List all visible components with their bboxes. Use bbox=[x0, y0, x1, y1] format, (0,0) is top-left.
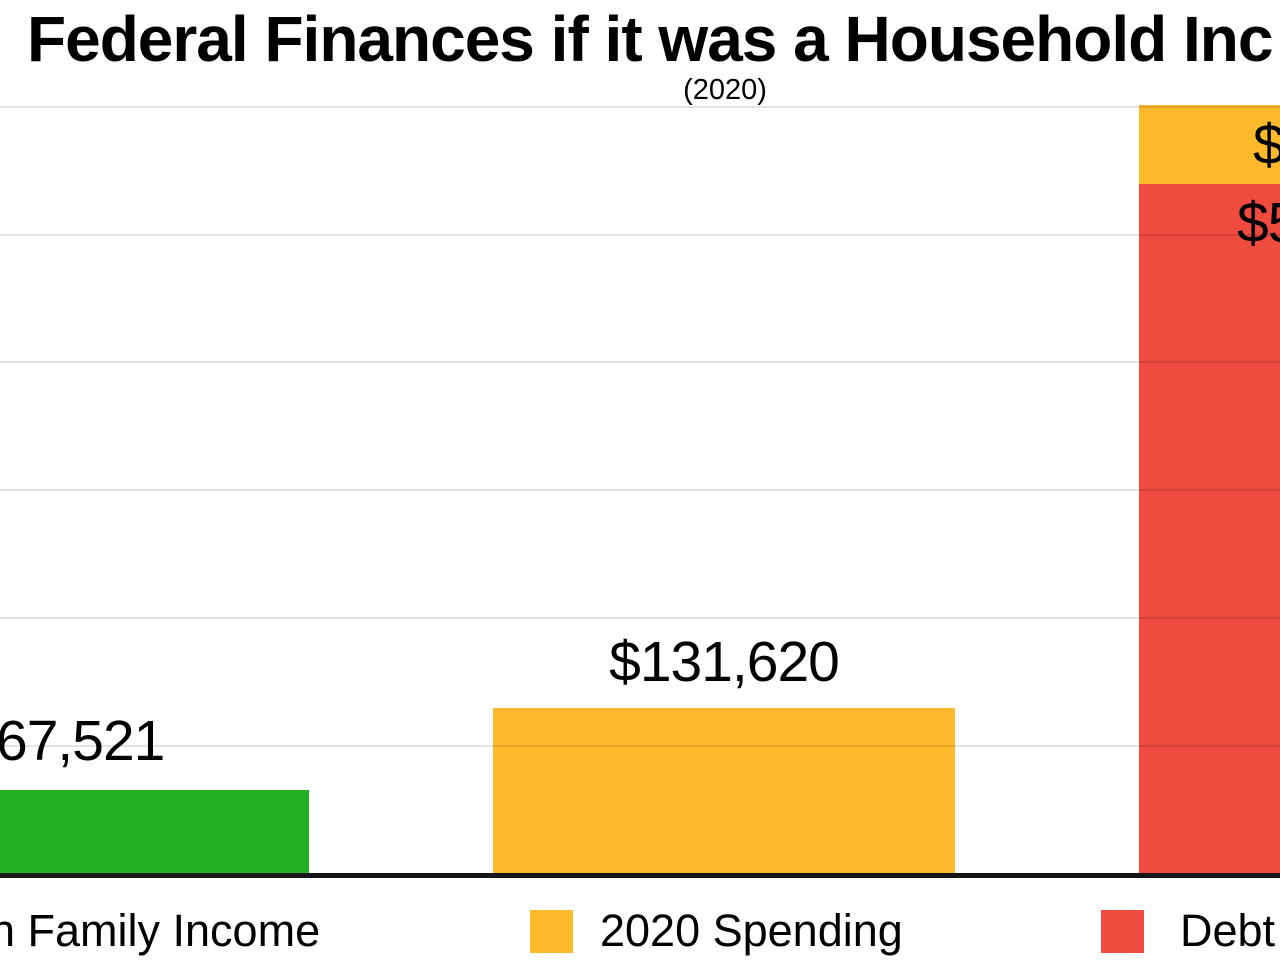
value-label-spending: $131,620 bbox=[609, 630, 840, 694]
bar-debt-top-segment bbox=[1139, 105, 1280, 184]
gridline-100k bbox=[0, 745, 1280, 747]
bar-median-family-income bbox=[0, 790, 309, 873]
value-label-debt: $5 bbox=[1237, 191, 1280, 255]
gridline-600k bbox=[0, 106, 1280, 108]
legend-swatch-debt bbox=[1101, 910, 1144, 953]
legend-label-debt: Debt bbox=[1180, 905, 1276, 956]
chart-title: Federal Finances if it was a Household I… bbox=[27, 3, 1273, 75]
x-axis-line bbox=[0, 873, 1280, 878]
chart-subtitle: (2020) bbox=[683, 74, 767, 106]
legend-swatch-spending bbox=[530, 910, 573, 953]
bar-2020-spending bbox=[493, 708, 955, 873]
gridline-500k bbox=[0, 234, 1280, 236]
value-label-debt-cap: $ bbox=[1253, 113, 1280, 177]
legend-label-income: n Family Income bbox=[0, 905, 321, 956]
gridline-300k bbox=[0, 489, 1280, 491]
gridline-200k bbox=[0, 617, 1280, 619]
bar-debt bbox=[1139, 184, 1280, 873]
legend-label-spending: 2020 Spending bbox=[600, 905, 903, 956]
value-label-income: 67,521 bbox=[0, 709, 165, 773]
gridline-400k bbox=[0, 361, 1280, 363]
